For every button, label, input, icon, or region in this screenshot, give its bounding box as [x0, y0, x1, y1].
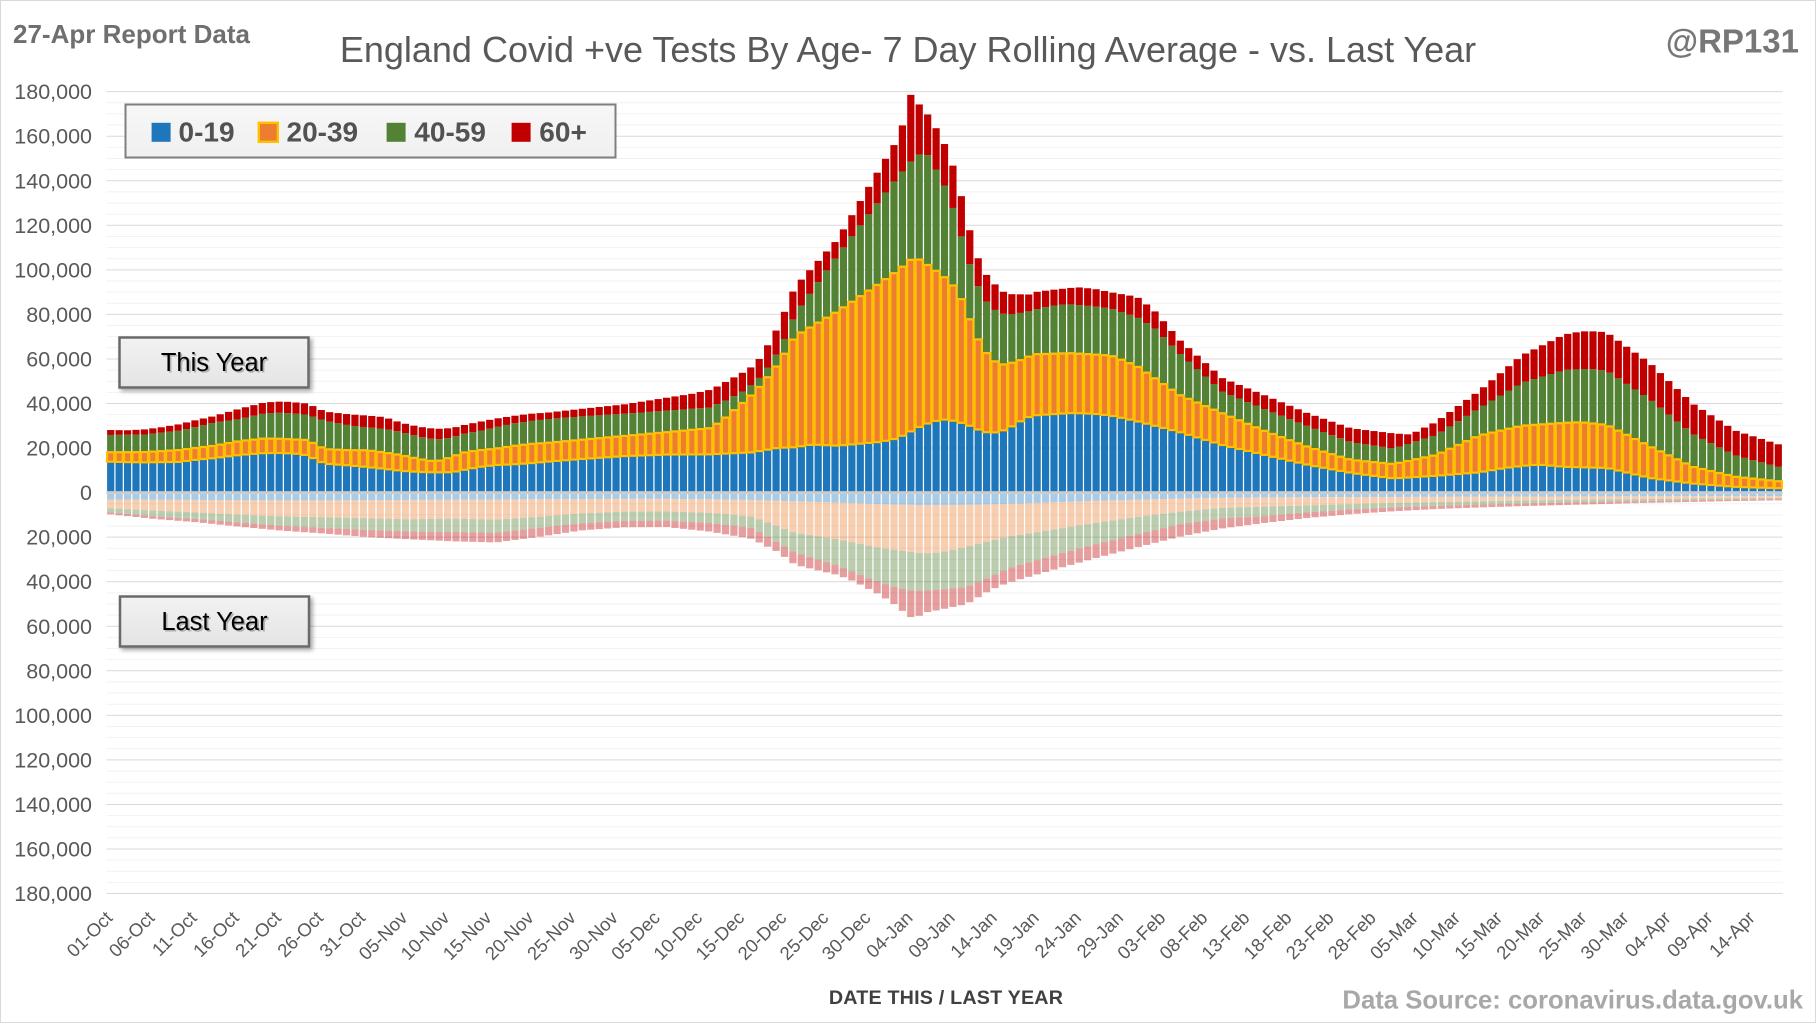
svg-text:20,000: 20,000: [26, 526, 92, 550]
svg-text:60,000: 60,000: [26, 615, 92, 639]
svg-text:120,000: 120,000: [14, 214, 92, 238]
svg-text:160,000: 160,000: [14, 125, 92, 149]
svg-text:0: 0: [80, 481, 92, 505]
svg-text:DATE THIS / LAST YEAR: DATE THIS / LAST YEAR: [829, 987, 1063, 1009]
svg-text:This Year: This Year: [163, 351, 270, 379]
svg-text:60,000: 60,000: [26, 348, 92, 372]
svg-text:Last Year: Last Year: [163, 610, 270, 638]
svg-text:Data Source: coronavirus.data.: Data Source: coronavirus.data.gov.uk: [1342, 987, 1803, 1015]
svg-text:40,000: 40,000: [26, 570, 92, 594]
svg-text:40,000: 40,000: [26, 392, 92, 416]
svg-text:80,000: 80,000: [26, 303, 92, 327]
svg-text:80,000: 80,000: [26, 659, 92, 683]
svg-text:27-Apr Report Data: 27-Apr Report Data: [13, 19, 250, 49]
svg-text:England Covid +ve Tests By Age: England Covid +ve Tests By Age- 7 Day Ro…: [340, 29, 1476, 70]
svg-text:20-39: 20-39: [287, 117, 359, 148]
svg-text:100,000: 100,000: [14, 258, 92, 282]
svg-text:This Year: This Year: [161, 349, 268, 377]
svg-text:160,000: 160,000: [14, 838, 92, 862]
svg-text:40-59: 40-59: [414, 117, 486, 148]
svg-text:60+: 60+: [539, 117, 587, 148]
svg-text:Last Year: Last Year: [161, 608, 268, 636]
svg-text:180,000: 180,000: [14, 80, 92, 104]
svg-text:180,000: 180,000: [14, 882, 92, 906]
svg-text:20,000: 20,000: [26, 437, 92, 461]
svg-text:@RP131: @RP131: [1666, 23, 1799, 60]
svg-text:140,000: 140,000: [14, 793, 92, 817]
svg-text:100,000: 100,000: [14, 704, 92, 728]
svg-text:0-19: 0-19: [179, 117, 235, 148]
svg-text:120,000: 120,000: [14, 748, 92, 772]
svg-text:140,000: 140,000: [14, 169, 92, 193]
